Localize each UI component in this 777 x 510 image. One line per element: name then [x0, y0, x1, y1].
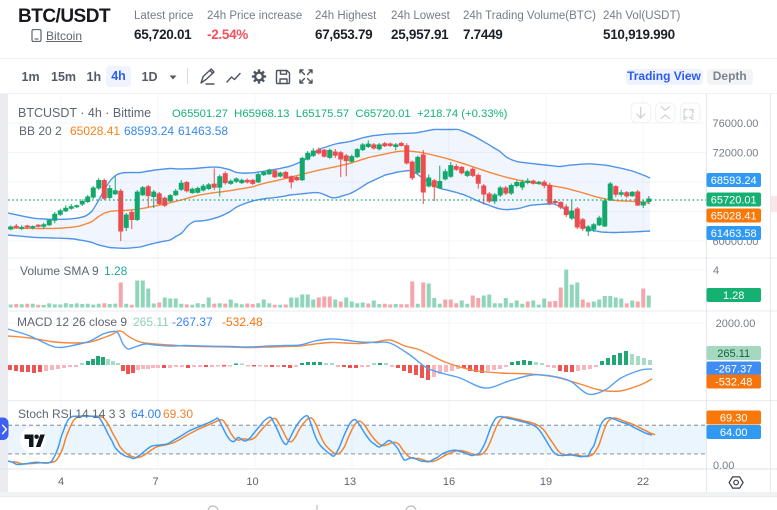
svg-text:68593.24: 68593.24 [711, 175, 757, 187]
svg-text:61463.58: 61463.58 [178, 124, 228, 138]
svg-text:19: 19 [540, 476, 552, 488]
svg-text:22: 22 [637, 476, 649, 488]
svg-text:69.30: 69.30 [163, 407, 193, 421]
svg-text:Volume SMA 9: Volume SMA 9 [20, 264, 99, 278]
svg-text:-532.48: -532.48 [715, 377, 752, 389]
svg-text:BB 20 2: BB 20 2 [19, 124, 62, 138]
svg-text:64.00: 64.00 [131, 407, 161, 421]
svg-text:265.11: 265.11 [133, 315, 169, 329]
svg-text:13: 13 [344, 476, 356, 488]
svg-text:65720.01: 65720.01 [711, 195, 757, 207]
svg-text:0.00: 0.00 [713, 460, 734, 472]
svg-text:1.28: 1.28 [723, 290, 744, 302]
svg-text:O65501.27 H65968.13 L65175.5: O65501.27 H65968.13 L65175.57 C65720.01 … [172, 108, 508, 120]
svg-text:1.28: 1.28 [104, 264, 128, 278]
svg-text:4: 4 [58, 476, 64, 488]
svg-text:76000.00: 76000.00 [713, 118, 759, 130]
svg-text:2000.00: 2000.00 [716, 318, 756, 330]
svg-text:72000.00: 72000.00 [713, 148, 759, 160]
svg-text:265.11: 265.11 [717, 348, 750, 360]
svg-text:65028.41: 65028.41 [711, 211, 757, 223]
svg-text:10: 10 [246, 476, 258, 488]
svg-text:-532.48: -532.48 [222, 315, 263, 329]
svg-text:-267.37: -267.37 [172, 315, 213, 329]
svg-text:69.30: 69.30 [720, 413, 748, 425]
svg-text:61463.58: 61463.58 [711, 228, 757, 240]
svg-text:-267.37: -267.37 [715, 364, 752, 376]
svg-text:64.00: 64.00 [720, 427, 748, 439]
svg-text:7: 7 [152, 476, 158, 488]
svg-text:BTCUSDT · 4h · Bittime: BTCUSDT · 4h · Bittime [18, 106, 151, 120]
svg-text:68593.24: 68593.24 [124, 124, 174, 138]
svg-text:16: 16 [443, 476, 455, 488]
svg-text:Stoch RSI 14 14 3 3: Stoch RSI 14 14 3 3 [18, 407, 126, 421]
svg-text:65028.41: 65028.41 [70, 124, 120, 138]
svg-text:MACD 12 26 close 9: MACD 12 26 close 9 [17, 315, 127, 329]
svg-text:4: 4 [713, 265, 719, 277]
